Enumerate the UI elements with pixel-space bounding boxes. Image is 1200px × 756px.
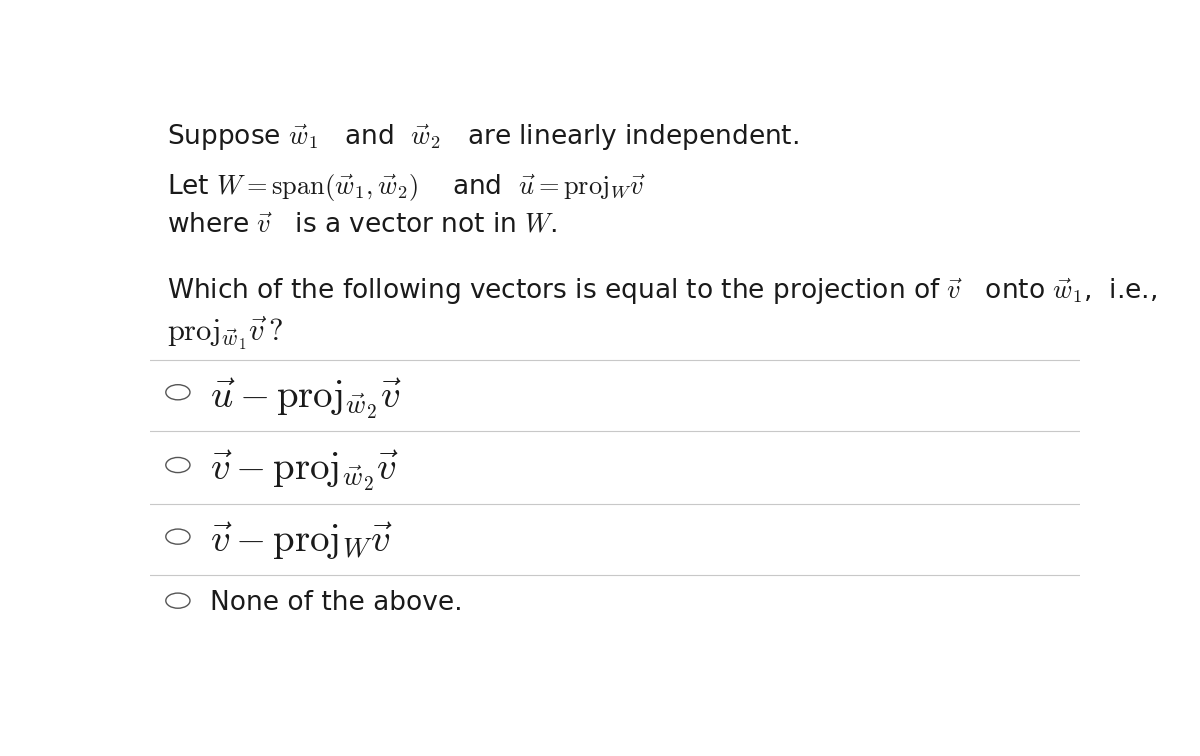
Text: $\vec{u} - \mathrm{proj}_{\vec{w}_2} \vec{v}$: $\vec{u} - \mathrm{proj}_{\vec{w}_2} \ve… xyxy=(210,376,403,420)
Text: Suppose $\vec{w}_1$   and  $\vec{w}_2$   are linearly independent.: Suppose $\vec{w}_1$ and $\vec{w}_2$ are … xyxy=(167,122,799,153)
Text: where $\vec{v}$   is a vector not in $W$.: where $\vec{v}$ is a vector not in $W$. xyxy=(167,213,557,239)
Text: Let $W = \mathrm{span}(\vec{w}_1, \vec{w}_2)$    and  $\vec{u} = \mathrm{proj}_W: Let $W = \mathrm{span}(\vec{w}_1, \vec{w… xyxy=(167,172,646,203)
Text: $\vec{v} - \mathrm{proj}_W \vec{v}$: $\vec{v} - \mathrm{proj}_W \vec{v}$ xyxy=(210,520,394,562)
Text: $\mathrm{proj}_{\vec{w}_1} \vec{v}\,?$: $\mathrm{proj}_{\vec{w}_1} \vec{v}\,?$ xyxy=(167,314,283,352)
Text: None of the above.: None of the above. xyxy=(210,590,463,616)
Text: $\vec{v} - \mathrm{proj}_{\vec{w}_2} \vec{v}$: $\vec{v} - \mathrm{proj}_{\vec{w}_2} \ve… xyxy=(210,449,400,494)
Text: Which of the following vectors is equal to the projection of $\vec{v}$   onto $\: Which of the following vectors is equal … xyxy=(167,277,1157,307)
